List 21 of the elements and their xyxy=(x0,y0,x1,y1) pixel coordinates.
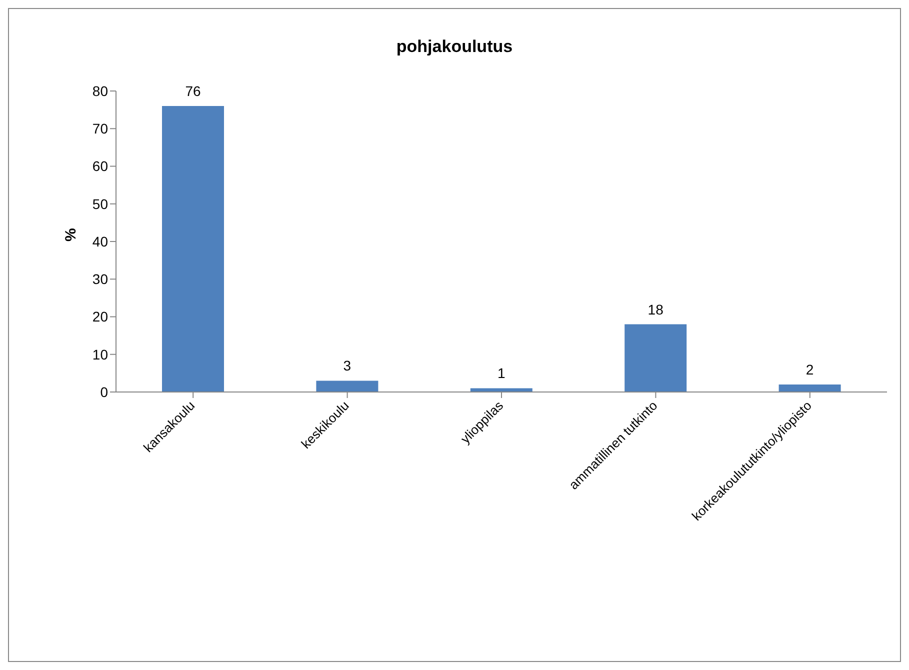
data-label: 3 xyxy=(343,358,352,374)
y-tick-label: 70 xyxy=(92,120,108,137)
y-tick-label: 30 xyxy=(92,271,108,288)
y-tick-label: 80 xyxy=(92,82,108,99)
y-tick-label: 50 xyxy=(92,196,108,212)
data-label: 18 xyxy=(648,301,664,318)
bar xyxy=(470,388,532,392)
bar xyxy=(624,324,687,392)
y-axis-title: % xyxy=(62,228,80,242)
bar xyxy=(162,106,224,392)
data-label: 2 xyxy=(806,361,814,378)
bar xyxy=(316,380,378,392)
chart-title: pohjakoulutus xyxy=(395,37,514,57)
y-tick-label: 60 xyxy=(92,158,108,174)
data-label: 76 xyxy=(185,83,201,100)
y-tick-label: 20 xyxy=(92,308,108,325)
data-label: 1 xyxy=(498,365,506,382)
y-tick-label: 10 xyxy=(92,346,108,362)
y-tick-label: 0 xyxy=(100,384,108,400)
y-tick-label: 40 xyxy=(92,233,108,250)
bar xyxy=(778,384,841,392)
